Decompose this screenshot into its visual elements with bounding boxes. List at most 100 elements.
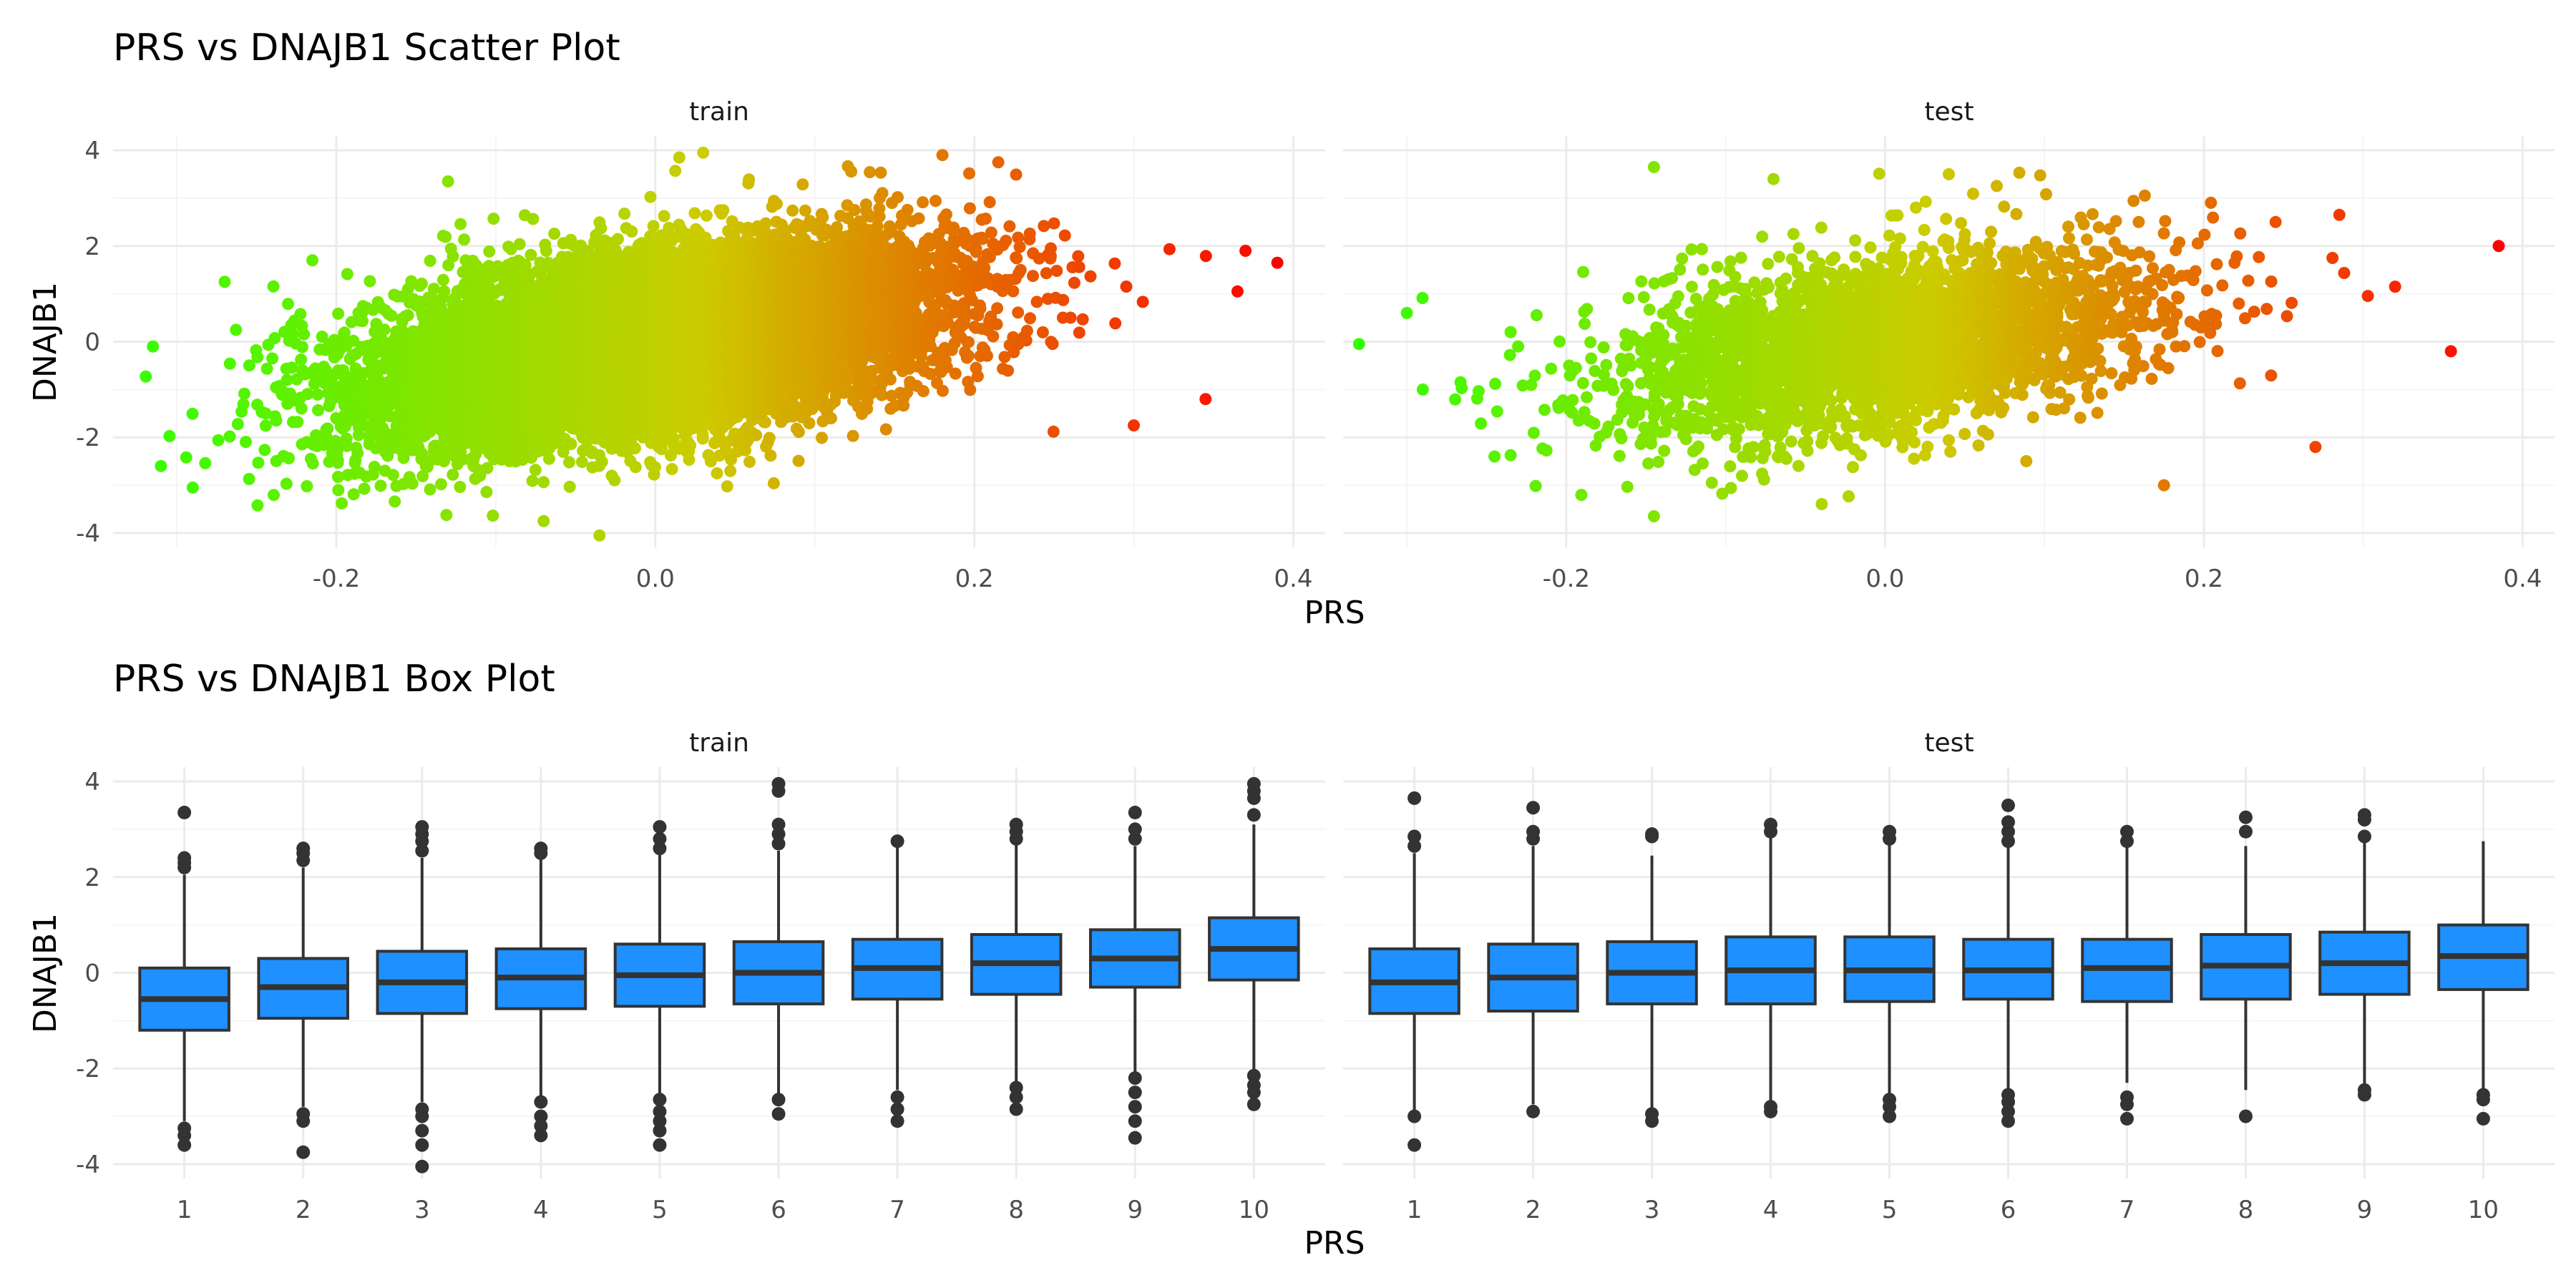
scatter-point — [341, 439, 353, 452]
scatter-point — [575, 456, 588, 469]
scatter-point — [608, 474, 621, 487]
scatter-point — [454, 218, 467, 230]
scatter-point — [180, 451, 192, 464]
scatter-point — [458, 233, 471, 246]
scatter-point — [525, 248, 537, 261]
scatter-point — [378, 323, 391, 336]
scatter-point — [424, 483, 436, 496]
scatter-point — [336, 497, 348, 509]
scatter-point — [447, 250, 459, 263]
scatter-point — [415, 278, 428, 290]
scatter-point — [296, 341, 308, 353]
scatter-point — [283, 452, 296, 464]
scatter-point — [480, 486, 493, 499]
scatter-point — [259, 407, 272, 420]
scatter-point — [259, 419, 272, 432]
scatter-point — [439, 230, 452, 243]
scatter-point — [356, 315, 369, 328]
scatter-point — [563, 456, 575, 469]
scatter-x-axis-title: PRS — [1304, 595, 1365, 631]
scatter-point — [563, 480, 576, 493]
scatter-point — [240, 436, 252, 449]
scatter-point — [542, 452, 555, 465]
scatter-point — [381, 449, 394, 462]
scatter-point — [332, 307, 345, 320]
scatter-point — [321, 422, 334, 435]
scatter-point — [301, 388, 314, 401]
scatter-point — [295, 353, 308, 366]
scatter-point — [243, 472, 255, 485]
scatter-point — [406, 477, 419, 490]
scatter-point — [378, 425, 391, 438]
scatter-point — [252, 457, 265, 469]
scatter-point — [230, 323, 243, 336]
scatter-point — [270, 414, 283, 427]
scatter-point — [280, 477, 293, 490]
scatter-point — [358, 482, 371, 495]
scatter-point — [527, 213, 540, 225]
scatter-point — [212, 434, 225, 447]
scatter-point — [397, 452, 410, 464]
scatter-chart-title: PRS vs DNAJB1 Scatter Plot — [113, 26, 620, 69]
scatter-point — [595, 222, 608, 235]
scatter-point — [483, 245, 496, 258]
scatter-point — [312, 404, 325, 416]
scatter-point — [186, 481, 199, 494]
scatter-point — [286, 328, 299, 341]
scatter-point — [341, 268, 353, 280]
scatter-point — [416, 447, 428, 460]
scatter-point — [291, 416, 304, 429]
scatter-point — [368, 461, 381, 473]
scatter-point — [251, 351, 264, 364]
scatter-point — [301, 480, 313, 492]
scatter-point — [243, 359, 255, 372]
scatter-point — [529, 464, 542, 477]
scatter-point — [223, 357, 236, 370]
scatter-point — [282, 298, 294, 311]
scatter-point — [294, 308, 307, 321]
scatter-point — [416, 470, 429, 482]
scatter-point — [364, 275, 376, 288]
scatter-point — [237, 398, 250, 411]
scatter-point — [311, 388, 324, 401]
scatter-point — [316, 331, 328, 343]
scatter-point — [386, 469, 399, 482]
scatter-point — [389, 495, 401, 508]
scatter-point — [438, 285, 451, 298]
scatter-point — [526, 474, 539, 487]
scatter-point — [593, 529, 606, 542]
scatter-point — [268, 489, 280, 502]
scatter-point — [258, 444, 271, 457]
scatter-point — [565, 438, 577, 451]
scatter-point — [401, 309, 414, 322]
scatter-point — [306, 254, 319, 267]
scatter-point — [331, 454, 344, 467]
scatter-point — [331, 443, 344, 456]
scatter-point — [223, 430, 236, 443]
scatter-point — [595, 455, 608, 468]
scatter-point — [251, 499, 264, 512]
scatter-point — [260, 362, 273, 375]
scatter-point — [427, 283, 440, 296]
scatter-point — [436, 273, 449, 286]
scatter-point — [351, 447, 364, 459]
scatter-point — [295, 402, 308, 415]
scatter-point — [306, 457, 319, 470]
scatter-point — [537, 476, 550, 489]
scatter-point — [454, 481, 467, 493]
scatter-point — [440, 509, 453, 522]
scatter-point — [513, 238, 526, 250]
scatter-point — [147, 340, 160, 353]
scatter-point — [385, 309, 398, 322]
scatter-y-axis-title: DNAJB1 — [27, 282, 64, 402]
scatter-point — [140, 370, 152, 383]
scatter-panel-points-train — [140, 146, 1284, 542]
scatter-point — [266, 352, 279, 365]
scatter-point — [548, 228, 561, 240]
scatter-point — [155, 459, 167, 472]
scatter-point — [280, 374, 293, 386]
scatter-point — [487, 509, 499, 522]
scatter-point — [441, 175, 454, 187]
